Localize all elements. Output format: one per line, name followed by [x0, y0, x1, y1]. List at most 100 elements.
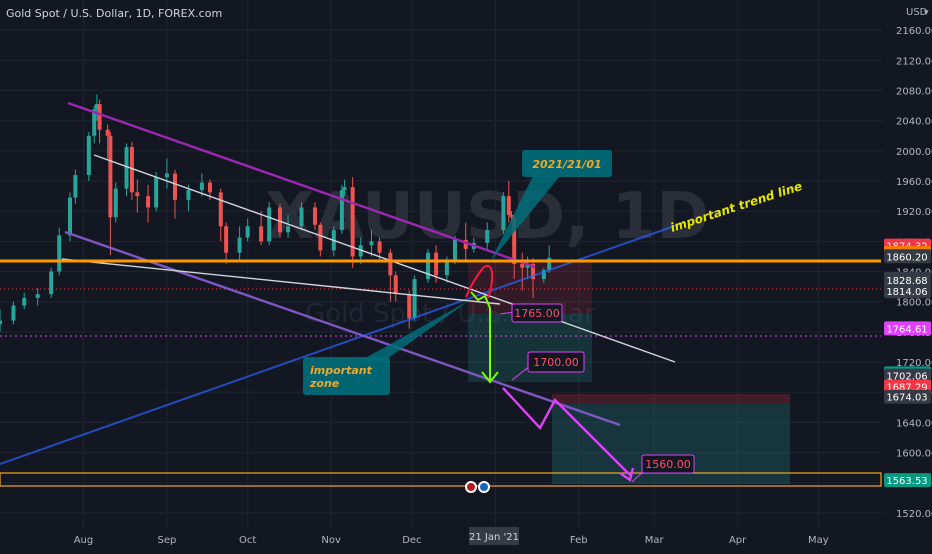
time-tick-label: Oct: [239, 535, 256, 546]
candle-body: [318, 224, 323, 251]
candle-body: [463, 239, 468, 249]
zone-callout[interactable]: [303, 357, 390, 395]
candle-body: [199, 182, 204, 191]
white-trend-line-lower[interactable]: [61, 258, 501, 305]
price-axis-badge: [884, 273, 931, 288]
price-axis-badge: [884, 321, 931, 336]
candle-body: [388, 252, 393, 276]
candle-body: [245, 226, 250, 238]
candle-body: [541, 270, 546, 280]
candle-body: [124, 147, 129, 189]
callout-1700[interactable]: [527, 351, 585, 373]
candle-body: [86, 135, 91, 175]
channel-bottom-line[interactable]: [64, 230, 621, 427]
candle-body: [129, 147, 134, 193]
candle-body: [393, 275, 398, 295]
candle-body: [113, 188, 118, 218]
crosshair-date-badge: [469, 527, 519, 545]
price-axis-badge: [884, 473, 931, 488]
time-axis[interactable]: [0, 528, 883, 550]
candle-body: [342, 187, 347, 191]
candle-body: [11, 305, 16, 321]
crosshair-date-text: 21 Jan '21: [469, 532, 519, 543]
candle-body: [277, 207, 282, 233]
price-axis[interactable]: [883, 0, 932, 528]
price-tick-label: 2080.00: [896, 87, 932, 98]
price-tick-label: 2160.00: [896, 26, 932, 37]
candle-body: [105, 129, 110, 136]
price-tick-label: 2120.00: [896, 56, 932, 67]
candle-body: [135, 192, 140, 197]
price-axis-badge-text: 1563.53: [886, 476, 927, 487]
callout-1560[interactable]: [641, 454, 695, 474]
price-tick-label: 1960.00: [896, 177, 932, 188]
candle-body: [224, 226, 229, 253]
price-path-green[interactable]: [470, 291, 491, 380]
candle-body: [485, 230, 490, 243]
candle-body: [369, 241, 374, 246]
candle-body: [339, 190, 344, 231]
time-tick-label: Sep: [157, 535, 176, 546]
candle-body: [94, 104, 99, 110]
support-zone-box[interactable]: [0, 472, 882, 487]
short-stop-zone-2[interactable]: [552, 394, 790, 404]
candle-body: [426, 252, 431, 280]
price-tick-label: 1720.00: [896, 358, 932, 369]
candle-body: [207, 182, 212, 193]
chart-grid: [0, 0, 883, 528]
candle-body: [358, 245, 363, 257]
price-tick-label: 1800.00: [896, 298, 932, 309]
callout-1560-text: 1560.00: [645, 458, 691, 471]
projection-path-magenta[interactable]: [502, 387, 631, 476]
candle-body: [547, 257, 552, 271]
time-tick-label: May: [808, 535, 829, 546]
callout-1700-text: 1700.00: [533, 356, 579, 369]
callout-1765-text: 1765.00: [514, 307, 560, 320]
zone-callout-line-2: zone: [309, 377, 340, 390]
candle-body: [520, 264, 525, 268]
price-tick-label: 2000.00: [896, 147, 932, 158]
price-tick-label: 2040.00: [896, 117, 932, 128]
channel-top-line[interactable]: [67, 101, 536, 269]
candle-body: [92, 109, 97, 136]
price-path-red[interactable]: [465, 264, 494, 299]
callout-1765[interactable]: [511, 303, 563, 323]
candle-body: [259, 226, 264, 242]
candle-body: [218, 192, 223, 227]
candle-body: [286, 226, 291, 233]
time-tick-label: Nov: [321, 535, 341, 546]
price-axis-badge: [884, 249, 931, 264]
candle-body: [186, 190, 191, 200]
date-callout-pointer: [490, 176, 560, 262]
candle-body: [412, 279, 417, 319]
time-tick-label: Apr: [729, 535, 747, 546]
price-axis-badge: [884, 389, 931, 404]
price-axis-badge: [884, 284, 931, 299]
candle-body: [312, 207, 317, 225]
time-tick-label: Dec: [402, 535, 421, 546]
green-arrow-head: [481, 371, 499, 384]
candle-body: [172, 173, 177, 200]
time-tick-label: Aug: [74, 535, 94, 546]
candle-body: [525, 264, 530, 268]
date-callout[interactable]: [522, 150, 612, 177]
candle-body: [531, 264, 536, 280]
candle-body: [49, 271, 54, 295]
price-axis-badge-text: 1860.20: [886, 252, 927, 263]
candle-body: [506, 196, 511, 215]
long-term-trend-line[interactable]: [0, 223, 681, 465]
time-tick-label: Feb: [570, 535, 588, 546]
candle-body: [509, 214, 514, 218]
date-callout-text: 2021/21/01: [532, 158, 601, 171]
chart-title: Gold Spot / U.S. Dollar, 1D, FOREX.com: [6, 7, 222, 20]
zone-callout-line-1: important: [310, 364, 373, 377]
candle-body: [444, 260, 449, 276]
candle-body: [512, 217, 517, 264]
currency-chevron-icon[interactable]: ▾: [924, 8, 929, 18]
white-trend-line-upper[interactable]: [93, 154, 676, 363]
candle-body: [267, 207, 272, 242]
candle-body: [377, 241, 382, 253]
